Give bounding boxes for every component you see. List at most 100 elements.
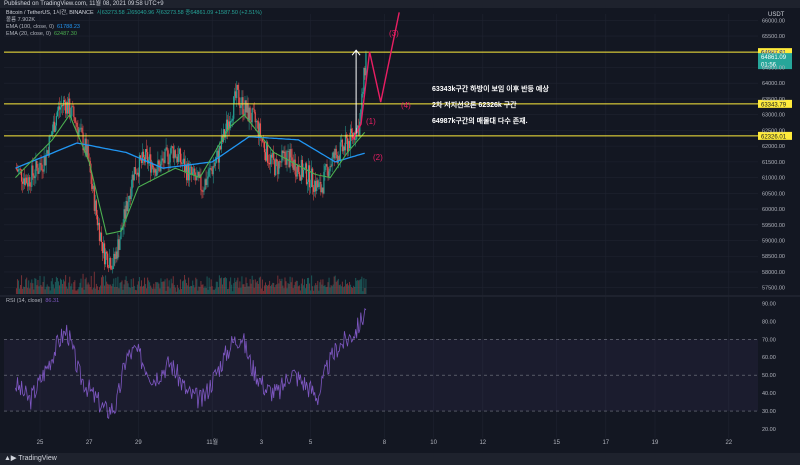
volume-bar xyxy=(146,288,148,294)
volume-bar xyxy=(364,288,366,294)
wave-label-2: (2) xyxy=(373,153,383,162)
candle-body xyxy=(71,106,73,117)
volume-bar xyxy=(63,279,65,294)
candle-body xyxy=(330,166,332,167)
candle-body xyxy=(18,168,21,170)
volume-bar xyxy=(319,282,321,294)
candle-body xyxy=(280,161,282,163)
volume-bar xyxy=(333,276,335,294)
volume-bar xyxy=(32,283,34,294)
volume-bar xyxy=(301,278,303,294)
candle-body xyxy=(325,164,327,167)
volume-bar xyxy=(202,284,204,294)
candle-body xyxy=(48,135,50,156)
volume-bar xyxy=(174,287,176,294)
x-tick-label: 12 xyxy=(479,440,486,446)
candle-body xyxy=(110,257,112,269)
candle-body xyxy=(79,128,81,130)
volume-bar xyxy=(175,291,177,294)
volume-bar xyxy=(339,284,341,294)
volume-bar xyxy=(238,287,240,294)
volume-bar xyxy=(229,281,231,294)
volume-bar xyxy=(110,284,112,294)
volume-bar xyxy=(113,278,115,294)
candle-body xyxy=(202,191,204,193)
legend-ema20-row: EMA (20, close, 0) 62487.30 xyxy=(6,31,265,38)
candle-body xyxy=(349,128,352,149)
volume-bar xyxy=(61,279,63,294)
volume-bar xyxy=(81,287,83,294)
y-tick-label: 61000.00 xyxy=(762,176,785,182)
candle-body xyxy=(108,267,110,268)
volume-bar xyxy=(262,290,264,294)
volume-bar xyxy=(326,286,328,294)
volume-bar xyxy=(314,285,316,294)
candle-body xyxy=(204,179,206,190)
volume-bar xyxy=(36,285,38,294)
volume-bar xyxy=(78,287,80,294)
volume-bar xyxy=(355,277,357,294)
volume-bar xyxy=(43,276,45,294)
candle-body xyxy=(234,91,236,97)
volume-bar xyxy=(353,285,355,294)
candle-body xyxy=(258,123,260,138)
volume-bar xyxy=(116,287,118,294)
volume-bar xyxy=(185,279,187,294)
candle-body xyxy=(355,138,357,140)
candle-body xyxy=(158,160,160,165)
wave-label-4: (4) xyxy=(401,101,411,110)
candle-body xyxy=(213,165,215,167)
volume-bar xyxy=(267,285,269,294)
candle-body xyxy=(109,257,111,268)
volume-bar xyxy=(221,284,223,294)
candle-body xyxy=(31,165,33,187)
volume-bar xyxy=(92,287,94,294)
volume-bar xyxy=(195,277,197,294)
volume-bar xyxy=(306,283,307,294)
volume-bar xyxy=(54,281,56,294)
candle-body xyxy=(44,156,46,166)
candle-body xyxy=(360,109,362,122)
volume-bar xyxy=(253,287,255,294)
rsi-pane[interactable] xyxy=(15,307,367,419)
x-tick-label: 29 xyxy=(135,440,142,446)
candle-body xyxy=(198,171,200,177)
candle-body xyxy=(16,169,19,172)
volume-bar xyxy=(135,290,137,294)
candle-body xyxy=(188,163,190,181)
candle-body xyxy=(345,134,348,139)
volume-bar xyxy=(266,284,268,294)
candle-body xyxy=(262,141,265,143)
x-tick-label: 25 xyxy=(37,440,44,446)
volume-bar xyxy=(258,277,260,294)
candle-body xyxy=(111,268,113,270)
candle-body xyxy=(361,93,363,110)
volume-bar xyxy=(208,277,210,294)
volume-bar xyxy=(180,289,182,294)
candle-body xyxy=(65,102,67,114)
y-tick-label: 61500.00 xyxy=(762,160,785,166)
candle-body xyxy=(337,156,339,163)
volume-bar xyxy=(249,279,251,294)
candle-body xyxy=(363,67,365,92)
candle-body xyxy=(39,163,41,172)
candle-body xyxy=(118,239,120,250)
candle-body xyxy=(322,187,324,194)
candle-body xyxy=(106,251,108,254)
candle-body xyxy=(53,121,55,132)
candle-body xyxy=(40,163,42,165)
volume-bar xyxy=(24,287,26,294)
volume-bar xyxy=(125,276,127,294)
volume-bar xyxy=(354,286,356,294)
candle-body xyxy=(160,161,162,172)
legend-rsi-value: 86.31 xyxy=(45,298,60,304)
candle-body xyxy=(237,84,239,90)
candle-body xyxy=(346,138,349,152)
candle-body xyxy=(318,183,320,188)
candle-body xyxy=(27,182,29,187)
candle-body xyxy=(175,156,177,158)
candle-body xyxy=(102,243,105,254)
candle-body xyxy=(323,171,325,194)
